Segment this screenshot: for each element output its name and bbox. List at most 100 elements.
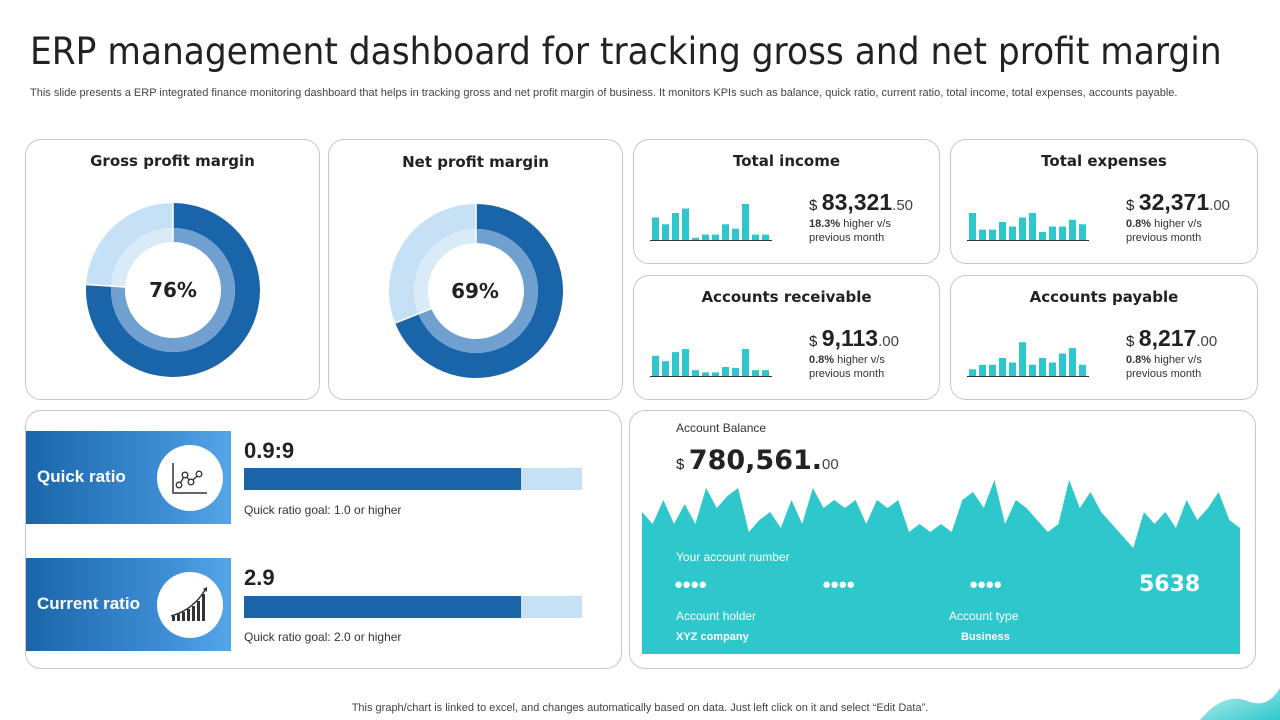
change-percent: 18.3% (809, 218, 841, 230)
current-ratio-band: Current ratio (26, 558, 231, 651)
account-holder-value: XYZ company (676, 631, 749, 643)
bar (1079, 224, 1086, 240)
bar (702, 234, 709, 240)
bar (1039, 231, 1046, 240)
page-title: ERP management dashboard for tracking gr… (30, 30, 1222, 73)
donut-inner-remaining (414, 229, 476, 314)
bar (692, 237, 699, 240)
current-ratio-value: 2.9 (244, 565, 275, 590)
gross-margin-donut[interactable] (83, 200, 263, 380)
bar (682, 208, 689, 240)
account-type-value: Business (961, 631, 1010, 643)
bar (969, 213, 976, 240)
quick-ratio-band: Quick ratio (26, 431, 231, 524)
change-text: higher v/s previous month (809, 354, 885, 380)
kpi-title: Accounts payable (1029, 288, 1179, 306)
net-margin-value: 69% (451, 279, 499, 303)
accounts-payable-bar-chart[interactable] (966, 336, 1091, 380)
amount-decimal: 00 (822, 456, 839, 473)
account-balance-card: Account Balance $ 780,561.00 Your accoun… (629, 410, 1256, 669)
footer-note: This graph/chart is linked to excel, and… (351, 702, 929, 714)
balance-area (642, 480, 1240, 654)
currency-symbol: $ (1126, 197, 1135, 214)
net-margin-donut[interactable] (386, 201, 566, 381)
quick-ratio-value: 0.9:9 (244, 438, 295, 463)
amount-integer: 780,561. (688, 445, 823, 476)
bar (722, 367, 729, 376)
bar (672, 352, 679, 376)
net-margin-card: Net profit margin 69% (328, 139, 623, 400)
change-text: higher v/s previous month (1126, 354, 1202, 380)
current-ratio-goal: Quick ratio goal: 2.0 or higher (244, 630, 402, 644)
total-income-bar-chart[interactable] (649, 200, 774, 244)
bar (732, 228, 739, 240)
donut-slice-achieved (395, 204, 563, 378)
amount-decimal: .00 (1209, 197, 1231, 214)
account-balance-label: Account Balance (676, 421, 767, 435)
quick-ratio-goal: Quick ratio goal: 1.0 or higher (244, 503, 402, 517)
donut-slice-remaining (86, 203, 173, 287)
bar (1019, 217, 1026, 240)
donut-divider (394, 307, 432, 324)
account-type-label: Account type (949, 609, 1019, 623)
bar (742, 349, 749, 376)
gross-margin-title: Gross profit margin (90, 152, 255, 170)
account-balance-area-chart[interactable] (642, 476, 1240, 654)
growth-bars-icon (170, 587, 207, 621)
account-last-digits: 5638 (1139, 572, 1201, 597)
bar (979, 229, 986, 240)
bar (1019, 342, 1026, 376)
bar (1059, 226, 1066, 240)
net-margin-title: Net profit margin (402, 153, 549, 171)
bar (712, 234, 719, 240)
quick-ratio-progress-fill (244, 468, 522, 490)
bar (682, 349, 689, 376)
bar (662, 361, 669, 376)
quick-ratio-icon-circle (157, 445, 223, 511)
current-ratio-progress-fill (244, 596, 522, 618)
bar (762, 234, 769, 240)
currency-symbol: $ (1126, 333, 1135, 350)
bar (1009, 226, 1016, 240)
bar (762, 370, 769, 376)
quick-ratio-progress (244, 468, 582, 490)
masked-digits-2: ●●●● (822, 576, 855, 593)
kpi-change: 18.3% higher v/s previous month (809, 217, 929, 245)
kpi-title: Total expenses (1041, 152, 1167, 170)
donut-divider (86, 283, 126, 288)
change-text: higher v/s previous month (809, 218, 891, 244)
accounts-receivable-bar-chart[interactable] (649, 336, 774, 380)
bar (999, 358, 1006, 376)
bar (989, 229, 996, 240)
amount-decimal: .50 (892, 197, 914, 214)
bar (979, 364, 986, 376)
kpi-amount: $ 83,321.50 (809, 189, 913, 216)
bar (712, 372, 719, 376)
amount-decimal: .00 (1196, 333, 1218, 350)
bar (742, 204, 749, 240)
amount-integer: 8,217 (1138, 325, 1197, 351)
kpi-change: 0.8% higher v/s previous month (809, 353, 929, 381)
masked-digits-3: ●●●● (969, 576, 1002, 593)
account-holder-label: Account holder (676, 609, 757, 623)
kpi-title: Total income (732, 152, 841, 170)
kpi-change: 0.8% higher v/s previous month (1126, 217, 1246, 245)
total-expenses-bar-chart[interactable] (966, 200, 1091, 244)
bar (752, 234, 759, 240)
bar (732, 367, 739, 376)
bar (652, 355, 659, 376)
currency-symbol: $ (809, 197, 818, 214)
bar (1029, 364, 1036, 376)
bar (999, 222, 1006, 240)
change-text: higher v/s previous month (1126, 218, 1202, 244)
currency-symbol: $ (809, 333, 818, 350)
bar (692, 370, 699, 376)
bar (1049, 362, 1056, 376)
kpi-change: 0.8% higher v/s previous month (1126, 353, 1246, 381)
kpi-card-total-income: Total income $ 83,321.50 18.3% higher v/… (633, 139, 940, 264)
bar (672, 213, 679, 240)
amount-integer: 9,113 (821, 325, 879, 351)
kpi-title: Accounts receivable (701, 288, 872, 306)
donut-inner-remaining (111, 228, 173, 287)
amount-decimal: .00 (878, 333, 899, 350)
